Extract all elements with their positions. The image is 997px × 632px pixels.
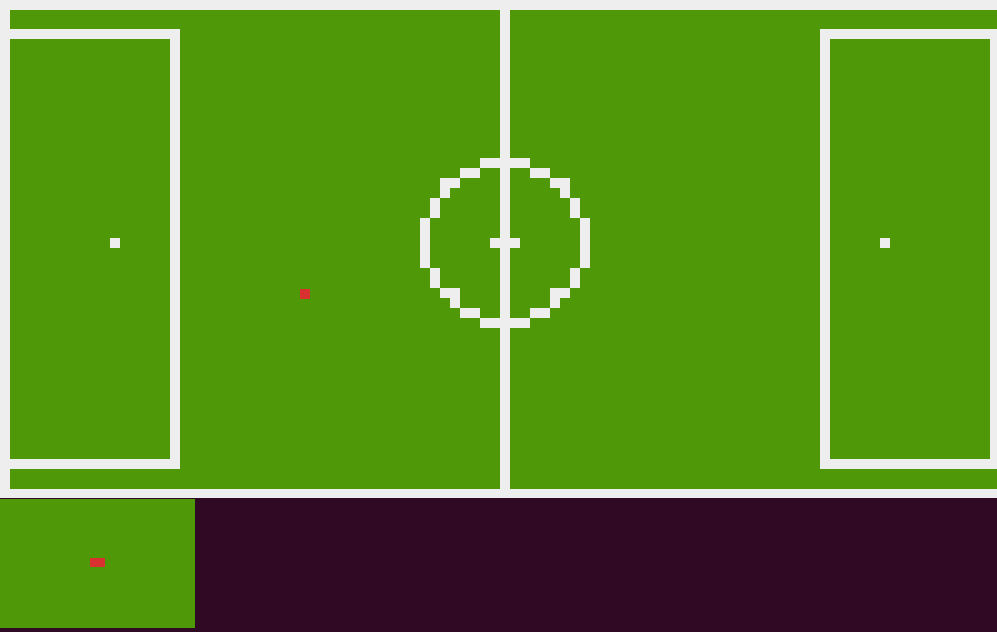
center-circle-segment [440,288,460,298]
center-circle-segment [450,298,460,308]
center-circle-segment [550,298,560,308]
left-penalty-spot [110,238,120,248]
center-circle-segment [530,308,550,318]
center-circle-segment [460,168,480,178]
center-circle-segment [430,198,440,218]
right-penalty-spot [880,238,890,248]
center-circle-segment [480,158,530,168]
center-circle-segment [430,268,440,288]
center-circle-segment [440,178,460,188]
minimap-player-marker [90,558,105,567]
center-circle [420,158,590,328]
center-circle-segment [550,288,570,298]
center-circle-segment [570,198,580,218]
soccer-pitch [0,0,997,498]
center-circle-segment [570,268,580,288]
center-circle-segment [420,218,430,268]
center-circle-segment [460,308,480,318]
center-spot [490,238,520,248]
center-circle-segment [560,188,570,198]
center-circle-segment [480,318,530,328]
center-circle-segment [440,188,450,198]
center-circle-segment [550,178,570,188]
center-circle-segment [530,168,550,178]
player-marker [300,289,310,299]
hud-panel [195,498,997,632]
left-penalty-box [0,29,180,469]
right-penalty-box [820,29,997,469]
center-circle-segment [580,218,590,268]
minimap [0,499,195,628]
halfway-line [500,10,510,489]
